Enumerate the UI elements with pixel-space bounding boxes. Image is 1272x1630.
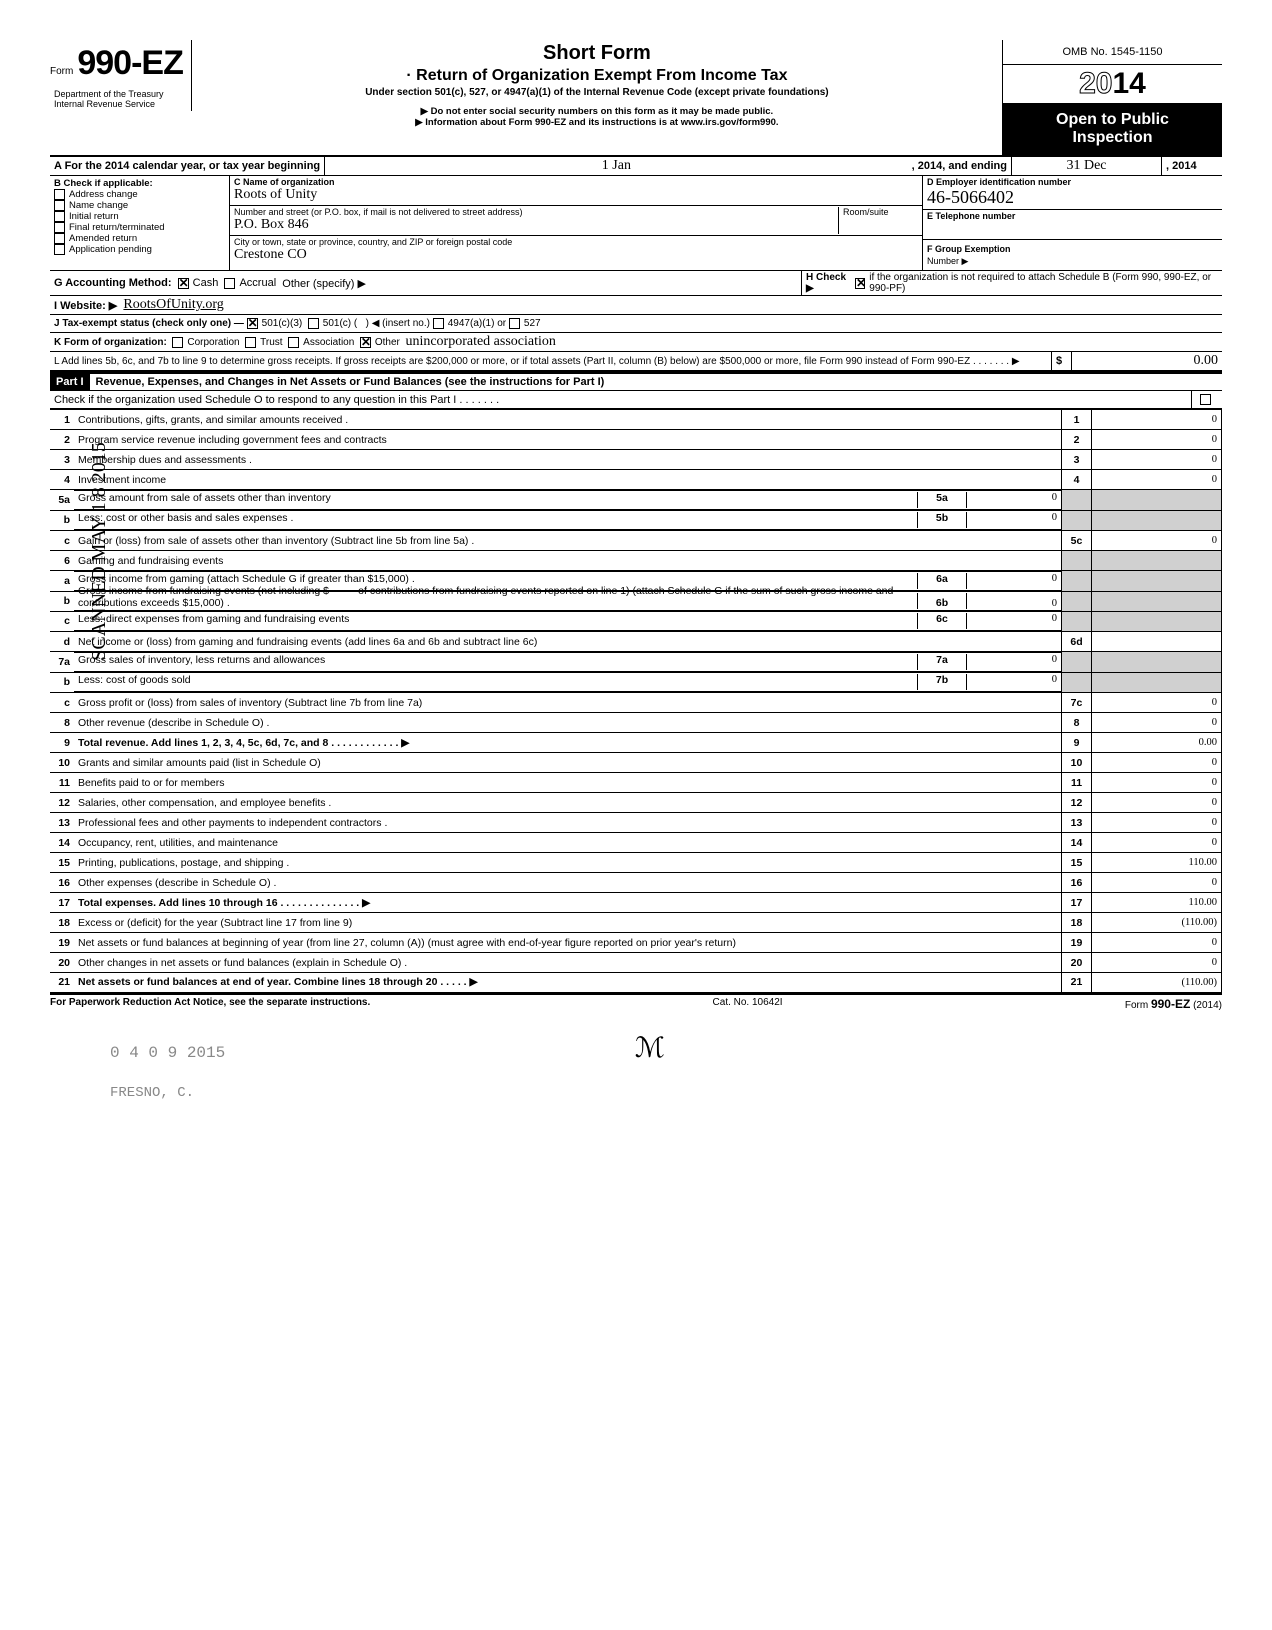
chk-initial-return[interactable] — [54, 211, 65, 222]
scanned-stamp: SCANNED MAY 1 8 2015 — [88, 442, 111, 661]
amt-7c[interactable]: 0 — [1092, 693, 1222, 713]
initials: ℳ — [635, 1033, 665, 1064]
chk-cash[interactable] — [178, 278, 189, 289]
amt-9[interactable]: 0.00 — [1092, 733, 1222, 753]
line-l-val[interactable]: 0.00 — [1072, 352, 1222, 370]
warn-1: Do not enter social security numbers on … — [200, 106, 994, 117]
line-k-label: K Form of organization: — [54, 337, 167, 348]
line-h: H Check ▶ if the organization is not req… — [802, 271, 1222, 295]
chk-amended-return[interactable] — [54, 233, 65, 244]
line-a-endyear: , 2014 — [1162, 157, 1222, 175]
org-city[interactable]: Crestone CO — [234, 247, 918, 263]
amt-12[interactable]: 0 — [1092, 793, 1222, 813]
amt-4[interactable]: 0 — [1092, 470, 1222, 490]
line-g-label: G Accounting Method: — [54, 277, 172, 289]
amt-5b[interactable]: 0 — [967, 512, 1057, 528]
amt-5c[interactable]: 0 — [1092, 531, 1222, 551]
open-public: Open to Public Inspection — [1003, 103, 1222, 155]
stamp-date: 0 4 0 9 2015 — [110, 1044, 225, 1062]
amt-18[interactable]: (110.00) — [1092, 913, 1222, 933]
footer-mid: Cat. No. 10642I — [713, 997, 783, 1011]
chk-address-change[interactable] — [54, 189, 65, 200]
part1-title: Revenue, Expenses, and Changes in Net As… — [90, 374, 1222, 390]
line-j-label: J Tax-exempt status (check only one) — — [54, 318, 244, 329]
part1-bar: Part I — [50, 374, 90, 390]
line-l-text: L Add lines 5b, 6c, and 7b to line 9 to … — [50, 352, 1052, 370]
amt-16[interactable]: 0 — [1092, 873, 1222, 893]
chk-corp[interactable] — [172, 337, 183, 348]
chk-application-pending[interactable] — [54, 244, 65, 255]
block-c-label: C Name of organization — [234, 177, 918, 187]
amt-6c[interactable]: 0 — [967, 613, 1057, 629]
title-under: Under section 501(c), 527, or 4947(a)(1)… — [200, 87, 994, 98]
chk-501c3[interactable] — [247, 318, 258, 329]
block-e-label: E Telephone number — [927, 211, 1218, 221]
chk-other-org[interactable] — [360, 337, 371, 348]
amt-7b[interactable]: 0 — [967, 674, 1057, 690]
chk-501c[interactable] — [308, 318, 319, 329]
line-a-label: A For the 2014 calendar year, or tax yea… — [50, 157, 325, 175]
chk-schedule-o[interactable] — [1200, 394, 1211, 405]
chk-schedule-b[interactable] — [855, 278, 865, 289]
stamp-city: FRESNO, C. — [110, 1085, 1222, 1101]
amt-13[interactable]: 0 — [1092, 813, 1222, 833]
chk-name-change[interactable] — [54, 200, 65, 211]
amt-21[interactable]: (110.00) — [1092, 973, 1222, 993]
block-f-label: F Group Exemption — [927, 244, 1011, 254]
chk-trust[interactable] — [245, 337, 256, 348]
line-l-dollar: $ — [1052, 352, 1072, 370]
amt-8[interactable]: 0 — [1092, 713, 1222, 733]
other-org-val[interactable]: unincorporated association — [405, 334, 555, 350]
dept-line1: Department of the Treasury — [54, 89, 187, 99]
form-word: Form — [50, 66, 73, 77]
amt-5a[interactable]: 0 — [967, 492, 1057, 508]
line-a-begin[interactable]: 1 Jan — [325, 157, 908, 175]
amt-15[interactable]: 110.00 — [1092, 853, 1222, 873]
chk-assoc[interactable] — [288, 337, 299, 348]
chk-accrual[interactable] — [224, 278, 235, 289]
form-number: 990-EZ — [77, 44, 183, 83]
block-b: B Check if applicable: Address change Na… — [50, 176, 230, 270]
title-main: Short Form — [200, 42, 994, 65]
line-a-mid: , 2014, and ending — [908, 157, 1012, 175]
omb-number: OMB No. 1545-1150 — [1003, 40, 1222, 65]
amt-6b[interactable]: 0 — [967, 598, 1057, 609]
amt-11[interactable]: 0 — [1092, 773, 1222, 793]
block-d-label: D Employer identification number — [927, 177, 1218, 187]
amt-6d[interactable] — [1092, 632, 1222, 652]
city-label: City or town, state or province, country… — [234, 237, 918, 247]
website[interactable]: RootsOfUnity.org — [123, 297, 223, 313]
addr-label: Number and street (or P.O. box, if mail … — [234, 207, 838, 217]
chk-4947[interactable] — [433, 318, 444, 329]
chk-527[interactable] — [509, 318, 520, 329]
ein[interactable]: 46-5066402 — [927, 187, 1218, 208]
amt-10[interactable]: 0 — [1092, 753, 1222, 773]
dept-line2: Internal Revenue Service — [54, 99, 187, 109]
chk-final-return[interactable] — [54, 222, 65, 233]
part1-grid: 1Contributions, gifts, grants, and simil… — [50, 409, 1222, 994]
amt-19[interactable]: 0 — [1092, 933, 1222, 953]
part1-check-text: Check if the organization used Schedule … — [54, 394, 499, 406]
amt-7a[interactable]: 0 — [967, 654, 1057, 670]
amt-2[interactable]: 0 — [1092, 430, 1222, 450]
amt-6a[interactable]: 0 — [967, 573, 1057, 589]
amt-1[interactable]: 0 — [1092, 410, 1222, 430]
amt-3[interactable]: 0 — [1092, 450, 1222, 470]
room-label: Room/suite — [843, 207, 918, 217]
amt-14[interactable]: 0 — [1092, 833, 1222, 853]
org-name[interactable]: Roots of Unity — [234, 187, 918, 203]
warn-2: Information about Form 990-EZ and its in… — [200, 117, 994, 128]
block-f-label2: Number ▶ — [927, 256, 968, 266]
org-addr[interactable]: P.O. Box 846 — [234, 217, 838, 233]
title-sub: · Return of Organization Exempt From Inc… — [200, 67, 994, 85]
footer-left: For Paperwork Reduction Act Notice, see … — [50, 997, 370, 1011]
line-i-label: I Website: ▶ — [54, 299, 117, 312]
line-a-end[interactable]: 31 Dec — [1012, 157, 1162, 175]
tax-year: 2014 — [1003, 65, 1222, 103]
amt-20[interactable]: 0 — [1092, 953, 1222, 973]
amt-17[interactable]: 110.00 — [1092, 893, 1222, 913]
footer-right: Form 990-EZ (2014) — [1125, 997, 1222, 1011]
